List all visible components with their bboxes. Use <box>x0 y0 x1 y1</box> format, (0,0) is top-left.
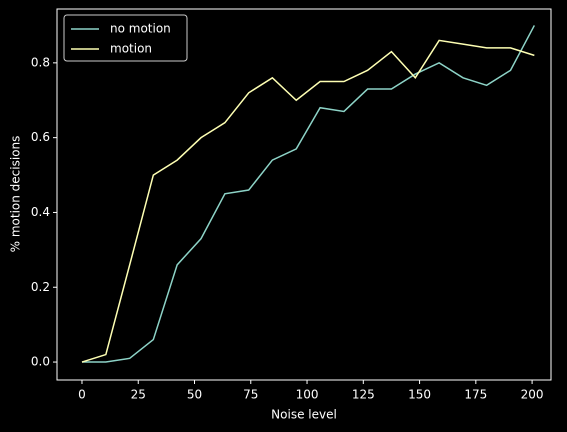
series-line <box>81 25 536 363</box>
x-tick-label: 0 <box>78 388 86 402</box>
y-axis-label: % motion decisions <box>9 136 23 253</box>
x-tick-label: 200 <box>521 388 544 402</box>
y-tick-label: 0.2 <box>31 280 50 294</box>
y-tick-label: 0.4 <box>31 205 50 219</box>
legend-label: no motion <box>110 22 171 36</box>
y-tick-label: 0.0 <box>31 355 50 369</box>
x-tick-label: 25 <box>131 388 146 402</box>
legend: no motion motion <box>63 14 188 62</box>
x-tick-label: 75 <box>243 388 258 402</box>
x-axis-label: Noise level <box>271 408 337 422</box>
series-line <box>81 39 535 363</box>
x-tick-label: 100 <box>296 388 319 402</box>
x-tick-label: 175 <box>464 388 487 402</box>
x-tick-label: 150 <box>408 388 431 402</box>
legend-label: motion <box>110 42 152 56</box>
axes-frame <box>56 8 552 381</box>
x-tick-label: 50 <box>187 388 202 402</box>
y-tick-label: 0.6 <box>31 130 50 144</box>
x-tick-label: 125 <box>352 388 375 402</box>
y-tick-label: 0.8 <box>31 55 50 69</box>
